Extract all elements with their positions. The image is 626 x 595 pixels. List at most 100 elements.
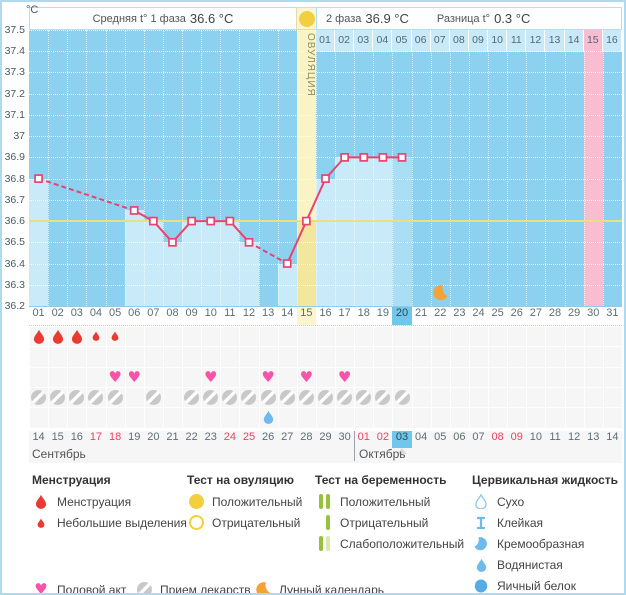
- temp-marker-day-17[interactable]: [340, 153, 349, 162]
- date-oct-05[interactable]: 05: [434, 431, 447, 443]
- medication-day-14[interactable]: [279, 389, 295, 405]
- cycle-day-11[interactable]: 11: [224, 307, 236, 319]
- medication-day-17[interactable]: [337, 389, 353, 405]
- temp-marker-day-20[interactable]: [397, 153, 407, 162]
- cycle-day-18[interactable]: 18: [357, 307, 370, 319]
- cycle-day-08[interactable]: 08: [166, 307, 179, 319]
- temperature-bar-day-20[interactable]: [392, 157, 412, 306]
- temperature-bar-day-17[interactable]: [335, 157, 355, 306]
- cycle-day-16[interactable]: 16: [319, 307, 332, 319]
- date-oct-14[interactable]: 14: [606, 431, 619, 443]
- medication-day-19[interactable]: [375, 389, 391, 405]
- cycle-day-29[interactable]: 29: [568, 307, 581, 319]
- intercourse-day-10[interactable]: ♥: [203, 369, 218, 385]
- cycle-day-30[interactable]: 30: [587, 307, 600, 319]
- temperature-bar-day-6[interactable]: [124, 210, 144, 306]
- medication-day-15[interactable]: [298, 389, 314, 405]
- cycle-day-20[interactable]: 20: [392, 307, 412, 325]
- cycle-day-07[interactable]: 07: [147, 307, 160, 319]
- intercourse-day-6[interactable]: ♥: [127, 369, 142, 385]
- cycle-day-13[interactable]: 13: [261, 307, 275, 319]
- menstruation-day-5[interactable]: [111, 331, 119, 341]
- date-oct-07[interactable]: 07: [472, 431, 485, 443]
- medication-day-7[interactable]: [145, 389, 161, 405]
- temp-marker-day-1[interactable]: [34, 174, 43, 183]
- medication-day-16[interactable]: [318, 389, 333, 405]
- cycle-day-25[interactable]: 25: [491, 307, 504, 319]
- date-sep-22[interactable]: 22: [185, 431, 198, 443]
- temperature-bar-day-7[interactable]: [143, 221, 163, 306]
- medication-day-10[interactable]: [203, 389, 219, 405]
- temperature-bar-day-12[interactable]: [239, 242, 259, 306]
- cycle-day-31[interactable]: 31: [606, 307, 619, 319]
- temp-marker-day-10[interactable]: [206, 216, 216, 226]
- cycle-day-14[interactable]: 14: [281, 307, 294, 319]
- date-oct-04[interactable]: 04: [415, 431, 428, 443]
- temp-marker-day-14[interactable]: [282, 259, 292, 268]
- medication-day-2[interactable]: [50, 389, 66, 405]
- temperature-bar-day-10[interactable]: [201, 221, 221, 306]
- medication-day-3[interactable]: [69, 389, 85, 405]
- cycle-day-17[interactable]: 17: [338, 307, 351, 319]
- date-sep-30[interactable]: 30: [338, 431, 351, 443]
- date-oct-12[interactable]: 12: [568, 431, 581, 443]
- cycle-day-09[interactable]: 09: [185, 307, 198, 319]
- intercourse-day-13[interactable]: ♥: [261, 369, 276, 385]
- cycle-day-23[interactable]: 23: [453, 307, 466, 319]
- date-sep-27[interactable]: 27: [281, 431, 294, 443]
- temperature-bar-day-15[interactable]: [296, 221, 316, 306]
- date-oct-06[interactable]: 06: [453, 431, 466, 443]
- temp-marker-day-8[interactable]: [168, 237, 177, 247]
- cycle-day-12[interactable]: 12: [242, 307, 256, 319]
- temp-marker-day-9[interactable]: [187, 216, 196, 226]
- cervical-fluid-day-13[interactable]: [263, 410, 274, 424]
- menstruation-day-2[interactable]: [52, 329, 64, 344]
- date-oct-08[interactable]: 08: [491, 431, 504, 443]
- cycle-day-01[interactable]: 01: [32, 307, 45, 319]
- temperature-bar-day-8[interactable]: [162, 242, 183, 306]
- date-sep-24[interactable]: 24: [223, 431, 236, 443]
- temperature-bar-day-11[interactable]: [220, 221, 240, 306]
- temp-marker-day-18[interactable]: [359, 153, 369, 162]
- medication-day-9[interactable]: [184, 389, 200, 405]
- date-sep-18[interactable]: 18: [108, 431, 122, 443]
- cycle-day-21[interactable]: 21: [415, 307, 428, 319]
- temp-marker-day-19[interactable]: [378, 153, 388, 162]
- intercourse-day-15[interactable]: ♥: [299, 369, 314, 385]
- date-sep-29[interactable]: 29: [319, 431, 332, 443]
- date-sep-28[interactable]: 28: [300, 431, 313, 443]
- medication-day-4[interactable]: [88, 389, 104, 405]
- temp-marker-day-16[interactable]: [321, 174, 330, 183]
- date-sep-15[interactable]: 15: [51, 431, 64, 443]
- medication-day-5[interactable]: [107, 389, 123, 405]
- cycle-day-27[interactable]: 27: [529, 307, 543, 319]
- medication-day-1[interactable]: [31, 389, 47, 405]
- temperature-bar-day-18[interactable]: [354, 157, 374, 306]
- temperature-bar-day-14[interactable]: [277, 263, 297, 306]
- medication-day-11[interactable]: [222, 389, 238, 405]
- cycle-day-10[interactable]: 10: [204, 307, 217, 319]
- cycle-day-15[interactable]: 15: [296, 307, 316, 325]
- date-oct-11[interactable]: 11: [549, 431, 561, 443]
- temperature-bar-day-19[interactable]: [373, 157, 393, 306]
- cycle-day-02[interactable]: 02: [51, 307, 64, 319]
- date-sep-21[interactable]: 21: [166, 431, 179, 443]
- date-sep-19[interactable]: 19: [128, 431, 141, 443]
- temp-marker-day-15[interactable]: [302, 216, 311, 226]
- temp-marker-day-11[interactable]: [225, 216, 235, 226]
- date-sep-16[interactable]: 16: [70, 431, 83, 443]
- temp-marker-day-6[interactable]: [129, 206, 139, 215]
- cycle-day-06[interactable]: 06: [128, 307, 141, 319]
- cycle-day-28[interactable]: 28: [548, 307, 562, 319]
- cycle-day-04[interactable]: 04: [89, 307, 103, 319]
- cycle-day-24[interactable]: 24: [472, 307, 485, 319]
- medication-day-20[interactable]: [394, 389, 410, 405]
- menstruation-day-3[interactable]: [71, 329, 83, 344]
- date-oct-02[interactable]: 02: [376, 431, 389, 443]
- temp-marker-day-7[interactable]: [148, 216, 158, 226]
- date-oct-03[interactable]: 03: [392, 431, 412, 448]
- intercourse-day-17[interactable]: ♥: [337, 369, 352, 385]
- cycle-day-26[interactable]: 26: [510, 307, 523, 319]
- medication-day-13[interactable]: [260, 389, 276, 405]
- date-oct-09[interactable]: 09: [510, 431, 523, 443]
